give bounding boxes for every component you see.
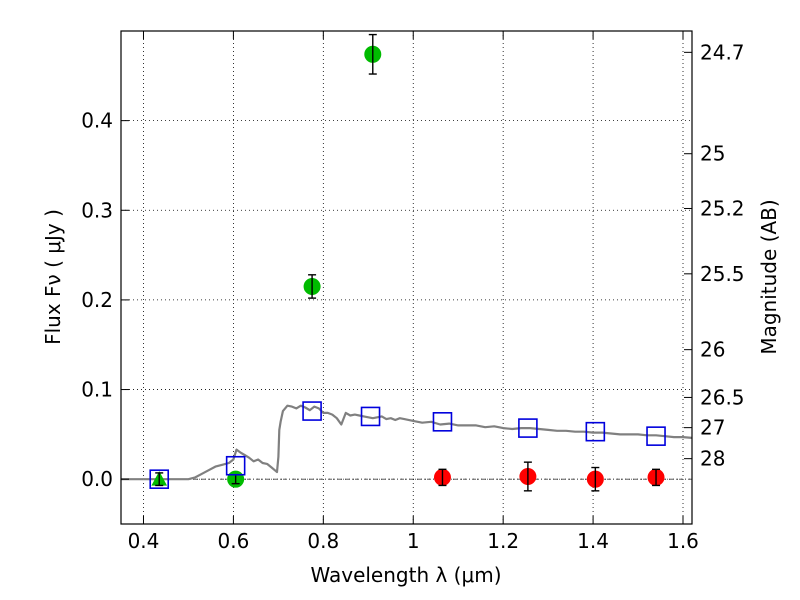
- x-tick-label: 0.6: [217, 529, 249, 553]
- x-tick-label: 1.2: [487, 529, 519, 553]
- x-tick-label: 1.4: [577, 529, 609, 553]
- model-photometry-square: [302, 401, 322, 421]
- y-axis-title: Flux Fν ( μJy ): [41, 209, 65, 345]
- plot-frame: [120, 30, 693, 525]
- y-tick-label: 0.1: [81, 378, 113, 402]
- y2-tick-label: 26: [700, 338, 725, 362]
- axes: 0.4 0.6 0.8 1 1.2 1.4 1.6 0.0 0.1 0.2 0.3 0.4 24.7 25…: [81, 30, 745, 553]
- grid-lines: [121, 31, 692, 524]
- y2-tick-label: 28: [700, 447, 725, 471]
- y-tick-label: 0.2: [81, 288, 113, 312]
- sed-curve: [121, 404, 693, 481]
- data-markers: [149, 33, 666, 492]
- y-tick-label: 0.4: [81, 109, 113, 133]
- model-photometry-square: [585, 421, 606, 442]
- y2-tick-label: 25.5: [700, 262, 745, 286]
- model-photometry-square: [225, 455, 246, 476]
- x-tick-label: 1: [407, 529, 420, 553]
- model-photometry-square: [360, 406, 381, 427]
- model-photometry-square: [432, 412, 453, 432]
- x-tick-label: 0.4: [128, 529, 160, 553]
- y2-tick-label: 25: [700, 142, 725, 166]
- y2-tick-label: 24.7: [700, 40, 745, 64]
- x-axis-title: Wavelength λ (μm): [310, 563, 501, 587]
- y2-axis-title: Magnitude (AB): [757, 199, 781, 354]
- sed-model-line: [121, 404, 693, 481]
- y2-tick-label: 27: [700, 416, 725, 440]
- y-tick-label: 0.0: [81, 467, 113, 491]
- model-photometry-square: [518, 418, 538, 438]
- x-tick-label: 1.6: [667, 529, 699, 553]
- model-photometry-square: [149, 469, 170, 489]
- model-photometry-square: [646, 426, 666, 446]
- y2-tick-label: 26.5: [700, 385, 745, 409]
- y-tick-label: 0.3: [81, 198, 113, 222]
- y2-tick-label: 25.2: [700, 196, 745, 220]
- x-tick-label: 0.8: [307, 529, 339, 553]
